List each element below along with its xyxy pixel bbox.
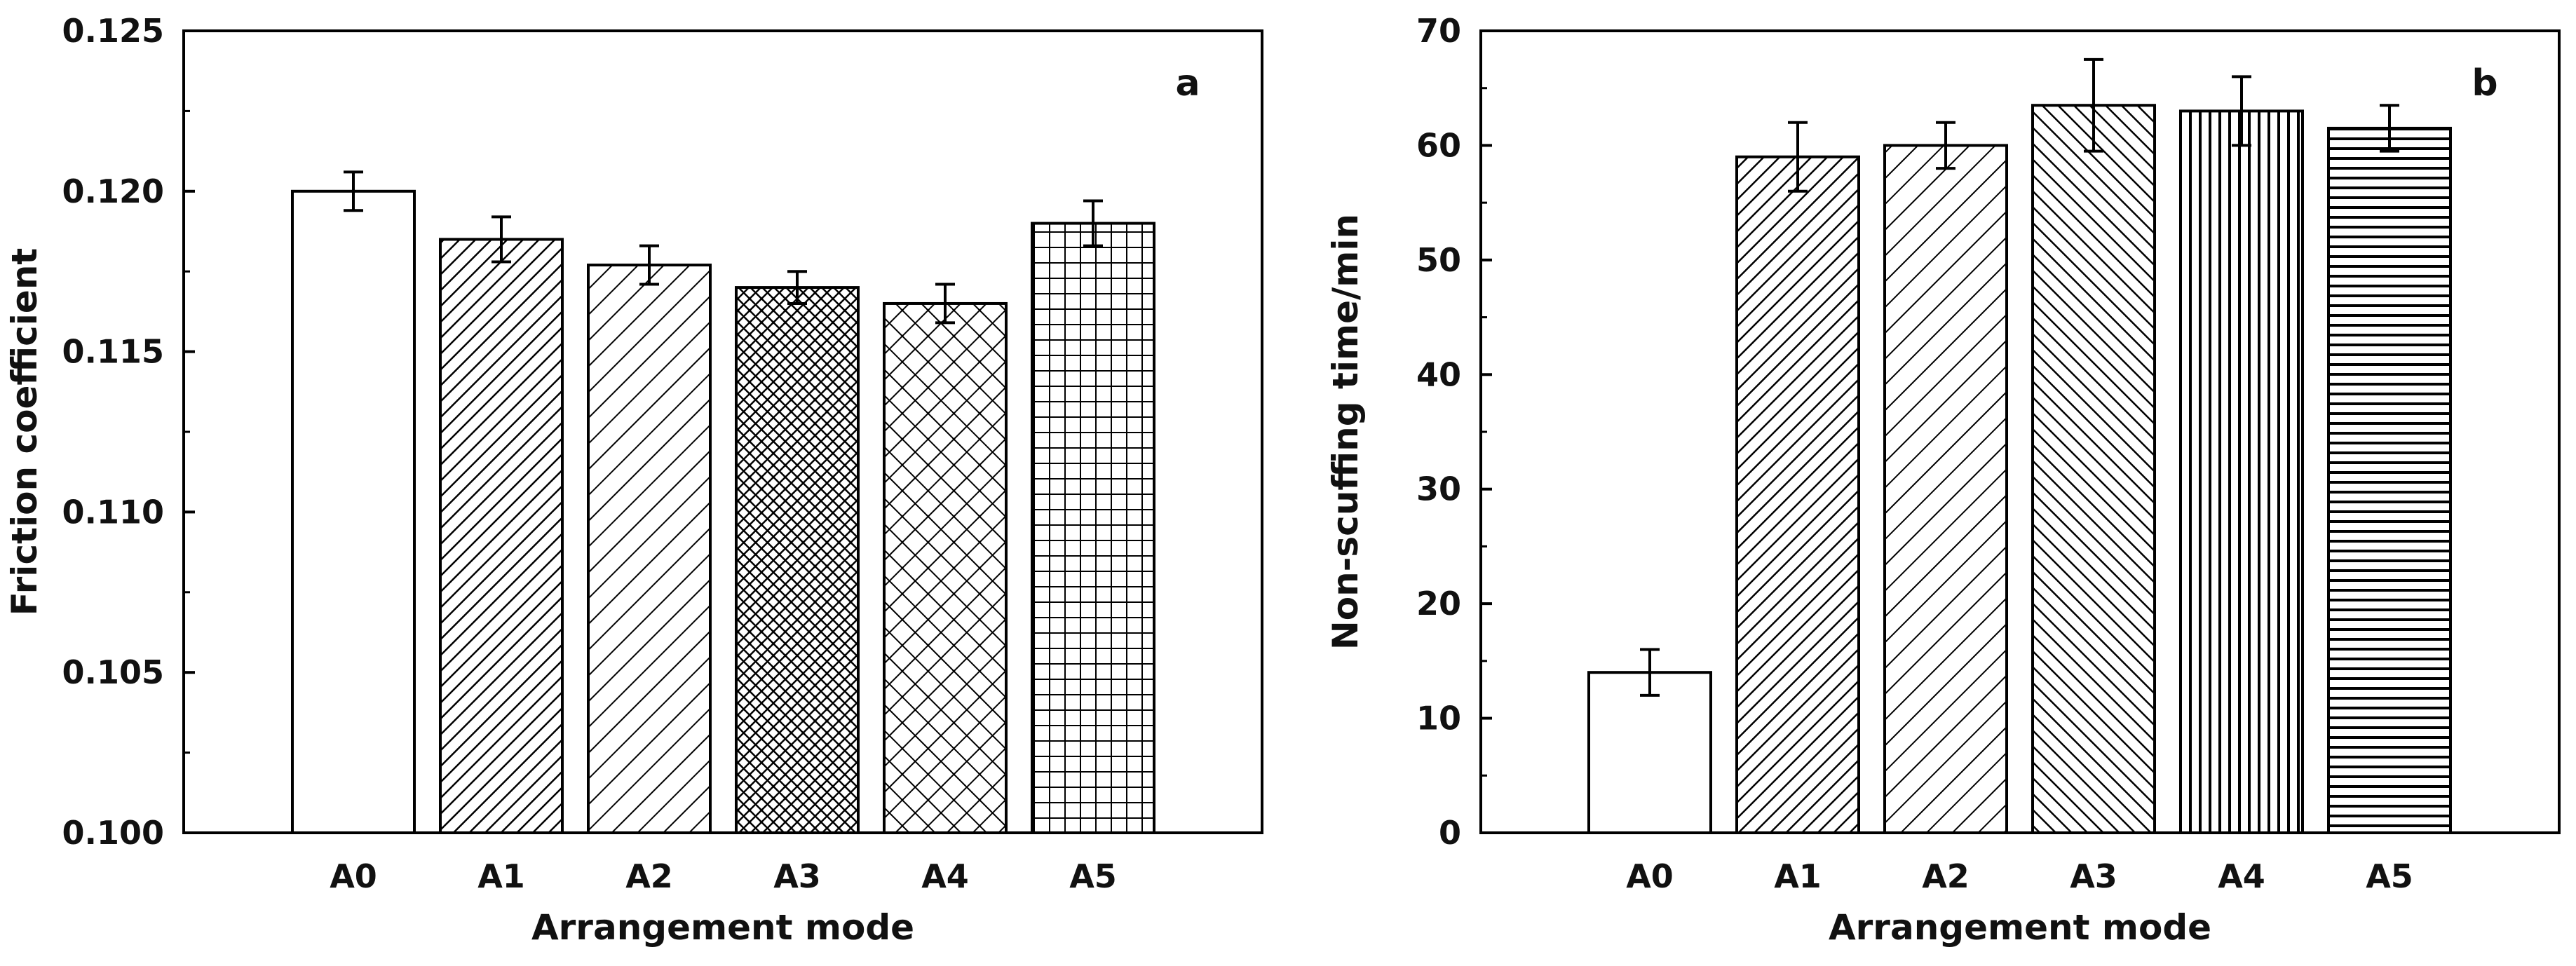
y-tick-label: 0.100 — [62, 814, 164, 852]
y-tick-label: 60 — [1416, 126, 1461, 164]
bar-a2 — [587, 264, 712, 835]
y-tick-label: 10 — [1416, 700, 1461, 737]
x-tick-label: A0 — [1626, 857, 1674, 895]
y-tick-label: 30 — [1416, 470, 1461, 508]
y-tick-label: 0 — [1439, 814, 1461, 852]
panel-label: b — [2472, 62, 2497, 104]
y-axis-title: Friction coefficient — [4, 248, 45, 616]
bar-a4 — [883, 301, 1008, 834]
bar-a4 — [2179, 109, 2304, 834]
x-tick-label: A5 — [1069, 857, 1117, 895]
bar-a3 — [2031, 104, 2156, 835]
bar-a1 — [1735, 155, 1860, 834]
y-tick-label: 70 — [1416, 12, 1461, 50]
x-axis-title: Arrangement mode — [531, 907, 914, 948]
x-tick-label: A5 — [2366, 857, 2413, 895]
y-tick-label: 0.125 — [62, 12, 164, 50]
x-tick-label: A4 — [921, 857, 969, 895]
bar-a1 — [439, 238, 564, 834]
bar-a5 — [1031, 222, 1155, 834]
x-tick-label: A1 — [477, 857, 525, 895]
x-tick-label: A3 — [773, 857, 821, 895]
y-tick-label: 0.110 — [62, 493, 164, 531]
x-tick-label: A3 — [2070, 857, 2117, 895]
chart-panel-a: 0.100 0.105 0.110 0.115 0.120 0.125 A0 A1 A2 A3 A4… — [4, 12, 1263, 948]
bar-a3 — [735, 286, 860, 834]
y-axis-title: Non-scuffing time/min — [1325, 214, 1366, 650]
x-tick-label: A0 — [330, 857, 377, 895]
bar-a2 — [1883, 144, 2008, 834]
y-tick-label: 0.120 — [62, 172, 164, 210]
y-tick-label: 0.115 — [62, 333, 164, 371]
x-tick-label: A4 — [2218, 857, 2265, 895]
y-tick-label: 20 — [1416, 585, 1461, 623]
bar-a0 — [291, 189, 416, 834]
y-tick-label: 0.105 — [62, 653, 164, 691]
y-tick-label: 40 — [1416, 355, 1461, 393]
x-tick-label: A1 — [1774, 857, 1822, 895]
chart-panel-b: 0 10 20 30 40 50 60 70 A0 A1 A2 A3 A4 A5 Arrangement m… — [1325, 12, 2561, 948]
panel-label: a — [1175, 62, 1200, 104]
x-axis-title: Arrangement mode — [1829, 907, 2211, 948]
x-tick-label: A2 — [625, 857, 673, 895]
bar-a5 — [2327, 126, 2452, 834]
x-tick-label: A2 — [1922, 857, 1970, 895]
y-tick-label: 50 — [1416, 241, 1461, 279]
